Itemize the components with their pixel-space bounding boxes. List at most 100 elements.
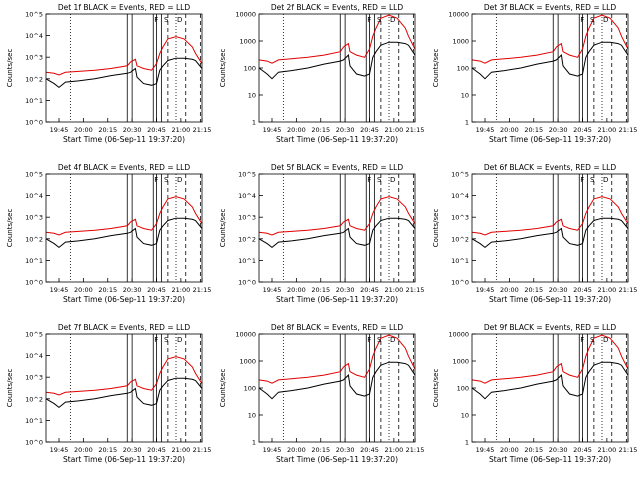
- series-line: [258, 217, 416, 249]
- y-tick-label: 10^2: [238, 235, 256, 243]
- series-line: [471, 41, 629, 80]
- y-tick-label: 10: [461, 412, 469, 420]
- x-tick-label: 20:45: [573, 286, 592, 294]
- series-line: [45, 377, 203, 409]
- y-tick-label: 100: [457, 65, 469, 73]
- x-tick-label: 21:15: [619, 126, 638, 134]
- series-line: [471, 334, 629, 384]
- x-tick-label: 20:15: [98, 126, 117, 134]
- x-tick-label: 21:15: [406, 286, 425, 294]
- x-tick-label: 20:00: [287, 286, 306, 294]
- x-tick-label: 20:45: [360, 446, 379, 454]
- y-tick-label: 10^1: [25, 97, 43, 105]
- chart-title: Det 9f BLACK = Events, RED = LLD: [484, 323, 617, 332]
- y-tick-label: 10^1: [451, 257, 469, 265]
- y-tick-label: 10^5: [25, 171, 43, 179]
- x-axis-label: Start Time (06-Sep-11 19:37:20): [276, 135, 398, 144]
- y-tick-label: 10^3: [238, 214, 256, 222]
- flag-label: S: [377, 16, 382, 24]
- x-tick-label: 21:00: [172, 126, 191, 134]
- series-line: [258, 14, 416, 64]
- series-line: [258, 41, 416, 80]
- x-tick-label: 20:00: [500, 286, 519, 294]
- y-axis-label: Counts/sec: [219, 369, 227, 408]
- flag-label: F: [580, 16, 584, 24]
- y-tick-label: 10^2: [25, 75, 43, 83]
- series-line: [45, 356, 203, 396]
- chart-title: Det 8f BLACK = Events, RED = LLD: [271, 323, 404, 332]
- y-axis-label: Counts/sec: [219, 49, 227, 88]
- x-tick-label: 20:15: [311, 126, 330, 134]
- y-tick-label: 1000: [239, 358, 256, 366]
- x-tick-label: 20:45: [360, 126, 379, 134]
- flag-label: D: [177, 176, 182, 184]
- detector-chart: Det 7f BLACK = Events, RED = LLD F S D 10^0 1…: [6, 323, 211, 464]
- x-tick-label: 21:15: [406, 126, 425, 134]
- flag-label: S: [164, 336, 169, 344]
- flag-label: S: [164, 16, 169, 24]
- y-axis-label: Counts/sec: [432, 49, 440, 88]
- x-tick-label: 20:30: [549, 286, 568, 294]
- x-tick-label: 20:00: [500, 446, 519, 454]
- chart-title: Det 3f BLACK = Events, RED = LLD: [484, 3, 617, 12]
- y-tick-label: 10000: [448, 11, 469, 19]
- x-tick-label: 21:00: [172, 446, 191, 454]
- x-tick-label: 20:30: [549, 126, 568, 134]
- flag-label: S: [164, 176, 169, 184]
- y-tick-label: 10^2: [25, 235, 43, 243]
- x-tick-label: 20:00: [74, 286, 93, 294]
- x-tick-label: 20:00: [74, 446, 93, 454]
- x-tick-label: 20:30: [549, 446, 568, 454]
- x-tick-label: 19:45: [50, 286, 69, 294]
- x-tick-label: 21:15: [193, 126, 212, 134]
- y-tick-label: 100: [457, 385, 469, 393]
- flag-label: D: [177, 16, 182, 24]
- y-axis-label: Counts/sec: [6, 49, 14, 88]
- y-tick-label: 10^5: [25, 331, 43, 339]
- flag-label: S: [590, 176, 595, 184]
- flag-label: F: [367, 176, 371, 184]
- detector-chart: Det 3f BLACK = Events, RED = LLD F S D 1 10 10…: [432, 3, 638, 144]
- plot-frame: [45, 173, 203, 283]
- x-tick-label: 20:15: [98, 446, 117, 454]
- y-axis-label: Counts/sec: [432, 209, 440, 248]
- y-tick-label: 10^2: [451, 235, 469, 243]
- x-tick-label: 20:45: [360, 286, 379, 294]
- x-axis-label: Start Time (06-Sep-11 19:37:20): [63, 135, 185, 144]
- y-tick-label: 10^5: [25, 11, 43, 19]
- y-tick-label: 10^3: [451, 214, 469, 222]
- x-tick-label: 21:00: [598, 126, 617, 134]
- x-axis-label: Start Time (06-Sep-11 19:37:20): [489, 295, 611, 304]
- series-line: [45, 217, 203, 249]
- x-tick-label: 19:45: [476, 286, 495, 294]
- y-tick-label: 10^5: [451, 171, 469, 179]
- y-tick-label: 10^0: [25, 439, 43, 447]
- x-tick-label: 20:15: [98, 286, 117, 294]
- x-tick-label: 21:00: [385, 126, 404, 134]
- y-tick-label: 10^0: [451, 279, 469, 287]
- series-line: [45, 36, 203, 76]
- x-tick-label: 20:30: [123, 126, 142, 134]
- plot-frame: [471, 173, 629, 283]
- y-tick-label: 10000: [235, 331, 256, 339]
- chart-title: Det 1f BLACK = Events, RED = LLD: [58, 3, 191, 12]
- x-tick-label: 20:45: [573, 446, 592, 454]
- y-tick-label: 10^1: [25, 417, 43, 425]
- y-tick-label: 10^2: [25, 395, 43, 403]
- x-tick-label: 20:00: [500, 126, 519, 134]
- y-tick-label: 10^4: [25, 192, 43, 200]
- flag-label: D: [603, 16, 608, 24]
- x-tick-label: 20:15: [524, 126, 543, 134]
- detector-chart: Det 5f BLACK = Events, RED = LLD F S D 10^0 1…: [219, 163, 425, 304]
- x-tick-label: 21:00: [598, 286, 617, 294]
- x-tick-label: 20:30: [123, 286, 142, 294]
- chart-title: Det 4f BLACK = Events, RED = LLD: [58, 163, 191, 172]
- flag-label: F: [154, 16, 158, 24]
- x-tick-label: 20:00: [74, 126, 93, 134]
- plot-frame: [258, 173, 416, 283]
- y-axis-label: Counts/sec: [6, 369, 14, 408]
- y-tick-label: 10: [248, 412, 256, 420]
- x-axis-label: Start Time (06-Sep-11 19:37:20): [276, 455, 398, 464]
- flag-label: D: [177, 336, 182, 344]
- series-line: [258, 334, 416, 384]
